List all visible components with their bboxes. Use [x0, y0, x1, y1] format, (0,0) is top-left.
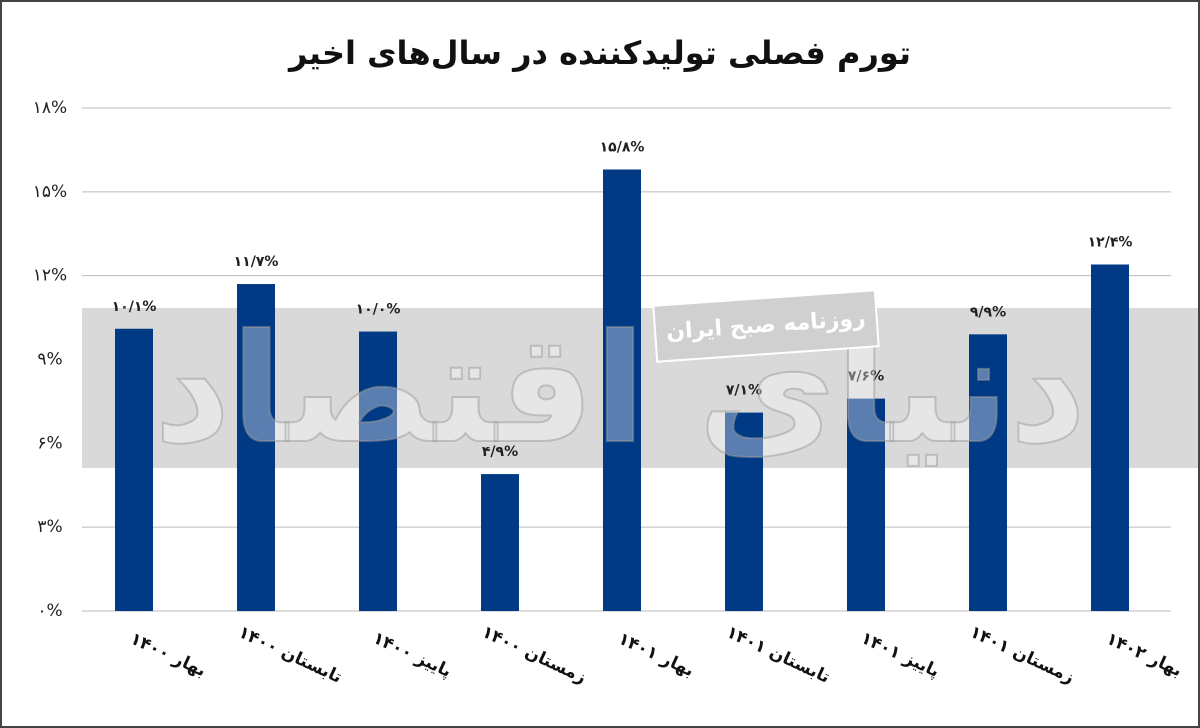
watermark-box	[652, 289, 880, 363]
value-label: ۴/۹%	[482, 444, 518, 460]
y-tick-label: ۱۲%	[33, 266, 67, 286]
value-label: ۱۱/۷%	[234, 254, 279, 270]
bar	[237, 284, 275, 611]
grid: ۰% ۳% ۶% ۹% ۱۲% ۱۵% ۱۸%	[33, 98, 1171, 621]
bar	[603, 169, 641, 611]
value-label: ۷/۱%	[726, 383, 762, 399]
bar	[359, 331, 397, 611]
bar	[969, 334, 1007, 611]
chart-title: تورم فصلی تولیدکننده در سال‌های اخیر	[287, 34, 911, 72]
value-label: ۱۰/۰%	[356, 302, 401, 318]
bar	[1091, 264, 1129, 611]
watermark: دنیای اقتصاد	[154, 303, 1087, 477]
value-label: ۱۲/۴%	[1088, 234, 1133, 250]
y-tick-label: ۹%	[37, 350, 62, 370]
value-label: ۱۵/۸%	[600, 139, 645, 155]
y-tick-label: ۰%	[37, 601, 62, 621]
value-label: ۹/۹%	[970, 304, 1006, 320]
y-tick-label: ۱۸%	[33, 98, 67, 118]
y-tick-label: ۳%	[37, 517, 62, 537]
bar	[847, 398, 885, 611]
bar	[481, 474, 519, 611]
value-label: ۷/۶%	[848, 369, 884, 385]
bar	[115, 328, 153, 611]
y-tick-label: ۶%	[37, 433, 62, 453]
value-label: ۱۰/۱%	[112, 299, 157, 315]
y-tick-label: ۱۵%	[33, 182, 67, 202]
bar	[725, 412, 763, 611]
